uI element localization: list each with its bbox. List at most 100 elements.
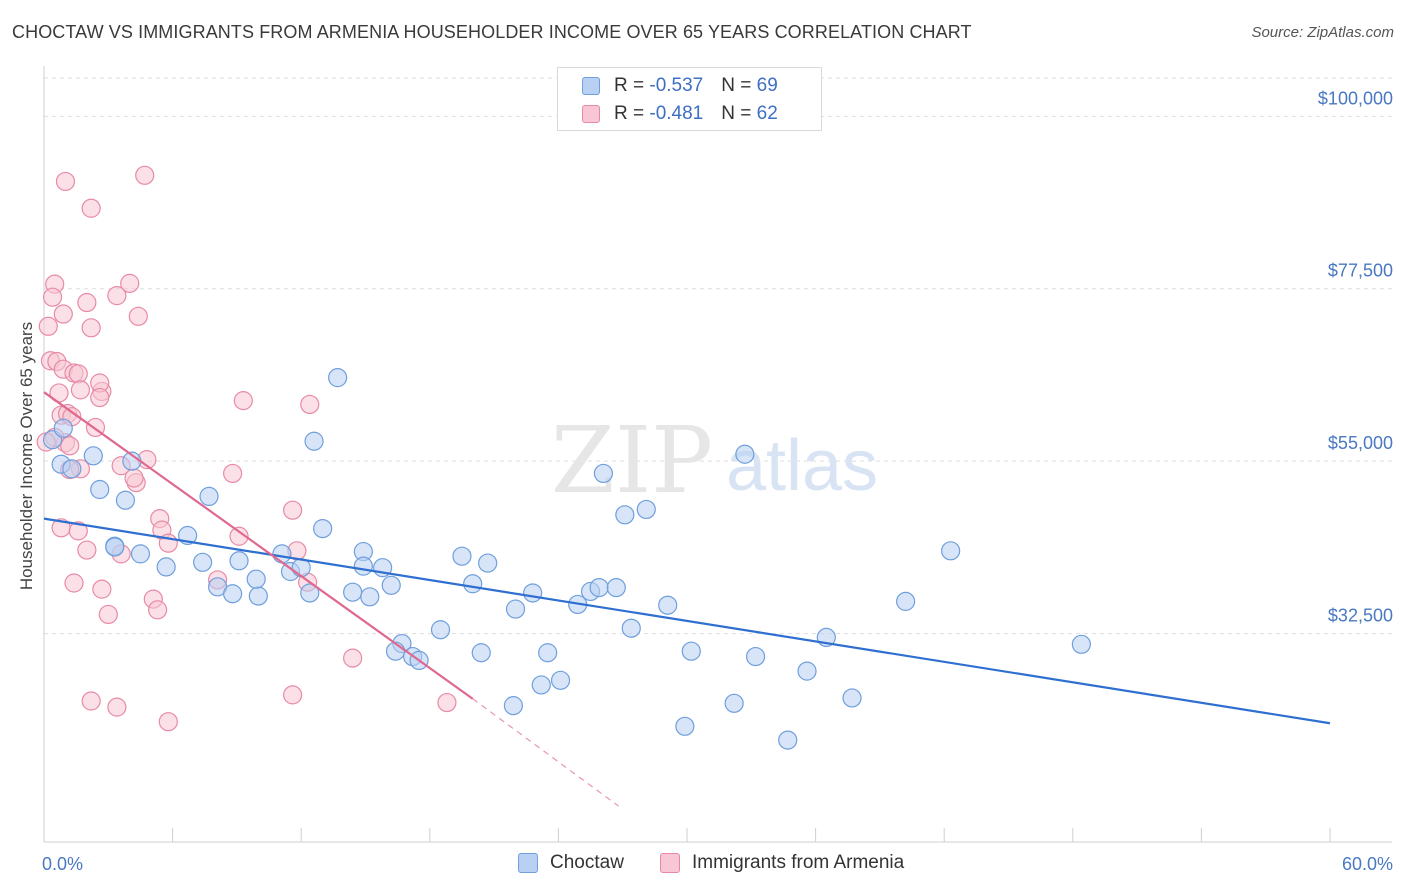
choctaw-point-26 <box>343 582 363 602</box>
choctaw-point-13 <box>193 552 213 572</box>
choctaw-point-45 <box>538 643 558 663</box>
choctaw-point-16 <box>223 584 243 604</box>
armenia-point-28 <box>60 436 80 456</box>
armenia-point-54 <box>343 648 363 668</box>
armenia-point-21 <box>90 387 110 408</box>
choctaw-point-56 <box>675 716 695 736</box>
y-tick-label-3: $100,000 <box>1318 88 1393 108</box>
armenia-point-48 <box>64 573 84 593</box>
legend-row-choctaw: R = -0.537 N = 69 <box>582 73 778 99</box>
legend-n-label: N = <box>721 103 757 124</box>
armenia-point-36 <box>223 463 243 484</box>
armenia-point-2 <box>135 165 155 185</box>
chart-title: CHOCTAW VS IMMIGRANTS FROM ARMENIA HOUSE… <box>12 22 972 42</box>
choctaw-point-19 <box>272 544 292 564</box>
choctaw-point-46 <box>550 670 571 690</box>
choctaw-point-5 <box>90 479 110 500</box>
armenia-point-5 <box>77 292 97 313</box>
series-legend-armenia[interactable]: Immigrants from Armenia <box>660 852 904 874</box>
armenia-point-7 <box>107 286 127 306</box>
armenia-point-34 <box>124 468 144 488</box>
armenia-point-10 <box>38 316 58 336</box>
correlation-legend: R = -0.537 N = 69 R = -0.481 N = 62 <box>557 67 822 131</box>
choctaw-point-40 <box>478 553 498 573</box>
choctaw-point-17 <box>248 586 268 606</box>
choctaw-point-4 <box>83 446 103 466</box>
choctaw-point-68 <box>105 537 125 557</box>
choctaw-point-65 <box>896 591 916 611</box>
y-axis-label: Householder Income Over 65 years <box>17 322 36 590</box>
choctaw-point-64 <box>842 688 862 708</box>
choctaw-point-18 <box>246 569 266 589</box>
choctaw-point-43 <box>523 583 543 603</box>
armenia-point-35 <box>233 391 253 411</box>
choctaw-point-8 <box>199 486 219 507</box>
watermark: ZIP atlas <box>551 407 878 514</box>
y-tick-label-2: $77,500 <box>1328 261 1393 281</box>
armenia-point-58 <box>158 712 178 732</box>
legend-r-value: -0.481 <box>649 103 704 124</box>
armenia-point-8 <box>53 304 73 324</box>
armenia-point-4 <box>42 287 63 307</box>
armenia-trend-line <box>43 391 474 700</box>
choctaw-point-61 <box>778 730 798 750</box>
legend-r-label: R = <box>614 103 650 124</box>
choctaw-point-28 <box>353 556 373 576</box>
legend-r-label: R = <box>614 75 650 96</box>
legend-r-value: -0.537 <box>649 75 704 96</box>
legend-swatch-choctaw <box>582 77 600 95</box>
choctaw-point-25 <box>328 368 348 388</box>
choctaw-point-23 <box>304 431 324 451</box>
choctaw-point-62 <box>797 661 817 681</box>
choctaw-point-51 <box>593 463 614 484</box>
y-tick-labels: $32,500 $55,000 $77,500 $100,000 <box>1318 88 1393 625</box>
series-legend-swatch-choctaw <box>518 853 538 873</box>
watermark-atlas: atlas <box>726 426 878 506</box>
choctaw-point-33 <box>385 641 406 661</box>
choctaw-trend-line <box>43 517 1331 725</box>
choctaw-point-54 <box>636 499 656 520</box>
choctaw-point-1 <box>53 418 73 438</box>
armenia-point-6 <box>120 273 140 293</box>
choctaw-point-12 <box>156 557 176 577</box>
legend-swatch-armenia <box>582 105 600 123</box>
choctaw-point-7 <box>115 490 136 510</box>
legend-n-value: 62 <box>756 103 778 124</box>
armenia-point-45 <box>77 540 97 560</box>
axes <box>43 66 1392 843</box>
armenia-trend-extension <box>472 698 619 807</box>
series-legend-choctaw[interactable]: Choctaw <box>518 852 624 874</box>
chart-source: Source: ZipAtlas.com <box>1251 24 1394 41</box>
legend-n-value: 69 <box>756 75 778 96</box>
choctaw-point-55 <box>658 595 678 615</box>
armenia-point-42 <box>68 521 88 541</box>
armenia-point-38 <box>283 500 303 520</box>
armenia-point-16 <box>68 364 88 384</box>
choctaw-point-44 <box>531 675 551 695</box>
choctaw-point-41 <box>505 599 526 619</box>
armenia-point-49 <box>92 579 112 599</box>
armenia-point-55 <box>283 685 303 705</box>
series-legend-label: Immigrants from Armenia <box>692 852 905 873</box>
choctaw-point-42 <box>503 696 523 716</box>
choctaw-point-59 <box>735 444 755 464</box>
armenia-point-43 <box>229 526 249 546</box>
choctaw-point-50 <box>606 577 626 598</box>
series-legend: Choctaw Immigrants from Armenia <box>0 852 1406 878</box>
armenia-point-59 <box>437 692 457 713</box>
choctaw-point-10 <box>130 544 151 564</box>
choctaw-point-39 <box>471 643 491 663</box>
y-tick-label-0: $32,500 <box>1328 606 1393 626</box>
choctaw-point-38 <box>463 574 483 594</box>
armenia-point-53 <box>98 604 118 625</box>
x-tick-labels: 0.0% 60.0% <box>42 854 1393 874</box>
armenia-point-18 <box>70 380 91 400</box>
choctaw-point-67 <box>1071 634 1091 654</box>
armenia-point-1 <box>81 198 101 218</box>
choctaw-point-53 <box>621 618 641 638</box>
choctaw-point-57 <box>681 641 701 661</box>
choctaw-point-36 <box>430 620 451 640</box>
armenia-point-52 <box>147 600 168 620</box>
x-tick-label-1: 60.0% <box>1342 854 1393 874</box>
